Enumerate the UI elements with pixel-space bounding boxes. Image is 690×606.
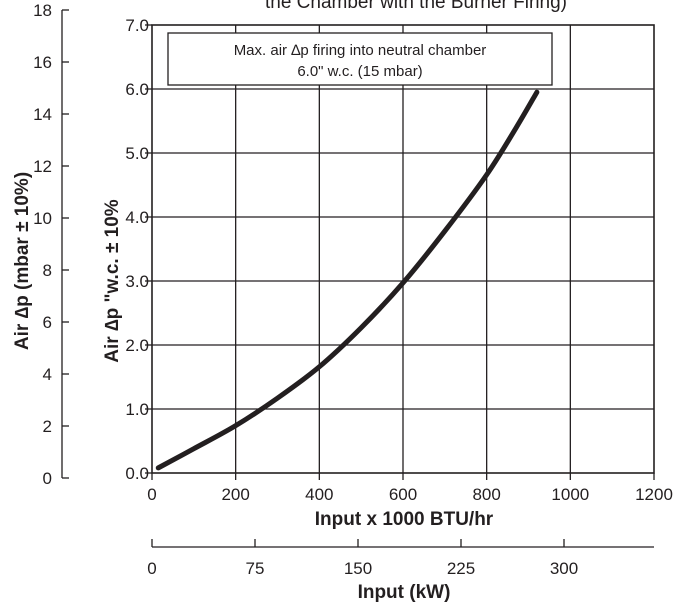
secondary-y-tick-label: 12	[33, 157, 52, 176]
x-tick-label: 200	[221, 485, 249, 504]
secondary-y-tick-label: 10	[33, 209, 52, 228]
x-axis-ticks: 0 200 400 600 800 1000 1200	[147, 473, 673, 504]
secondary-y-tick-label: 0	[43, 469, 52, 488]
y-axis-ticks: 0.0 1.0 2.0 3.0 4.0 5.0 6.0 7.0	[125, 16, 152, 483]
y-tick-label: 3.0	[125, 272, 149, 291]
y-tick-label: 4.0	[125, 208, 149, 227]
annotation-line-2: 6.0" w.c. (15 mbar)	[297, 63, 422, 80]
y-tick-label: 0.0	[125, 464, 149, 483]
secondary-x-tick-label: 150	[344, 559, 372, 578]
secondary-y-tick-label: 6	[43, 313, 52, 332]
secondary-y-tick-label: 8	[43, 261, 52, 280]
x-tick-label: 1200	[635, 485, 673, 504]
secondary-x-tick-label: 300	[550, 559, 578, 578]
series-line	[155, 89, 540, 471]
x-tick-label: 400	[305, 485, 333, 504]
x-tick-label: 0	[147, 485, 156, 504]
annotation-line-1: Max. air ∆p firing into neutral chamber	[234, 42, 487, 59]
x-tick-label: 1000	[551, 485, 589, 504]
y-tick-label: 6.0	[125, 80, 149, 99]
y-tick-label: 1.0	[125, 400, 149, 419]
secondary-y-axis-label: Air ∆p (mbar ± 10%)	[12, 172, 33, 350]
y-axis-label: Air ∆p "w.c. ± 10%	[102, 199, 123, 363]
secondary-x-axis-label: Input (kW)	[358, 582, 451, 603]
secondary-x-axis: 0 75 150 225 300	[147, 539, 654, 578]
chart-title: the Chamber with the Burner Firing)	[265, 0, 567, 13]
secondary-y-tick-label: 2	[43, 417, 52, 436]
x-tick-label: 600	[389, 485, 417, 504]
x-tick-label: 800	[472, 485, 500, 504]
secondary-y-tick-label: 18	[33, 1, 52, 20]
secondary-y-tick-label: 14	[33, 105, 52, 124]
secondary-x-tick-label: 0	[147, 559, 156, 578]
secondary-y-tick-label: 16	[33, 53, 52, 72]
series-points	[158, 92, 537, 468]
x-axis-label: Input x 1000 BTU/hr	[315, 509, 494, 530]
secondary-x-tick-label: 225	[447, 559, 475, 578]
secondary-x-tick-label: 75	[246, 559, 265, 578]
secondary-y-axis: 0 2 4 6 8 10 12 14 16 18	[33, 1, 69, 488]
secondary-y-tick-label: 4	[43, 365, 52, 384]
y-tick-label: 7.0	[125, 16, 149, 35]
y-tick-label: 5.0	[125, 144, 149, 163]
annotation-box	[167, 32, 553, 86]
grid	[152, 25, 654, 473]
y-tick-label: 2.0	[125, 336, 149, 355]
